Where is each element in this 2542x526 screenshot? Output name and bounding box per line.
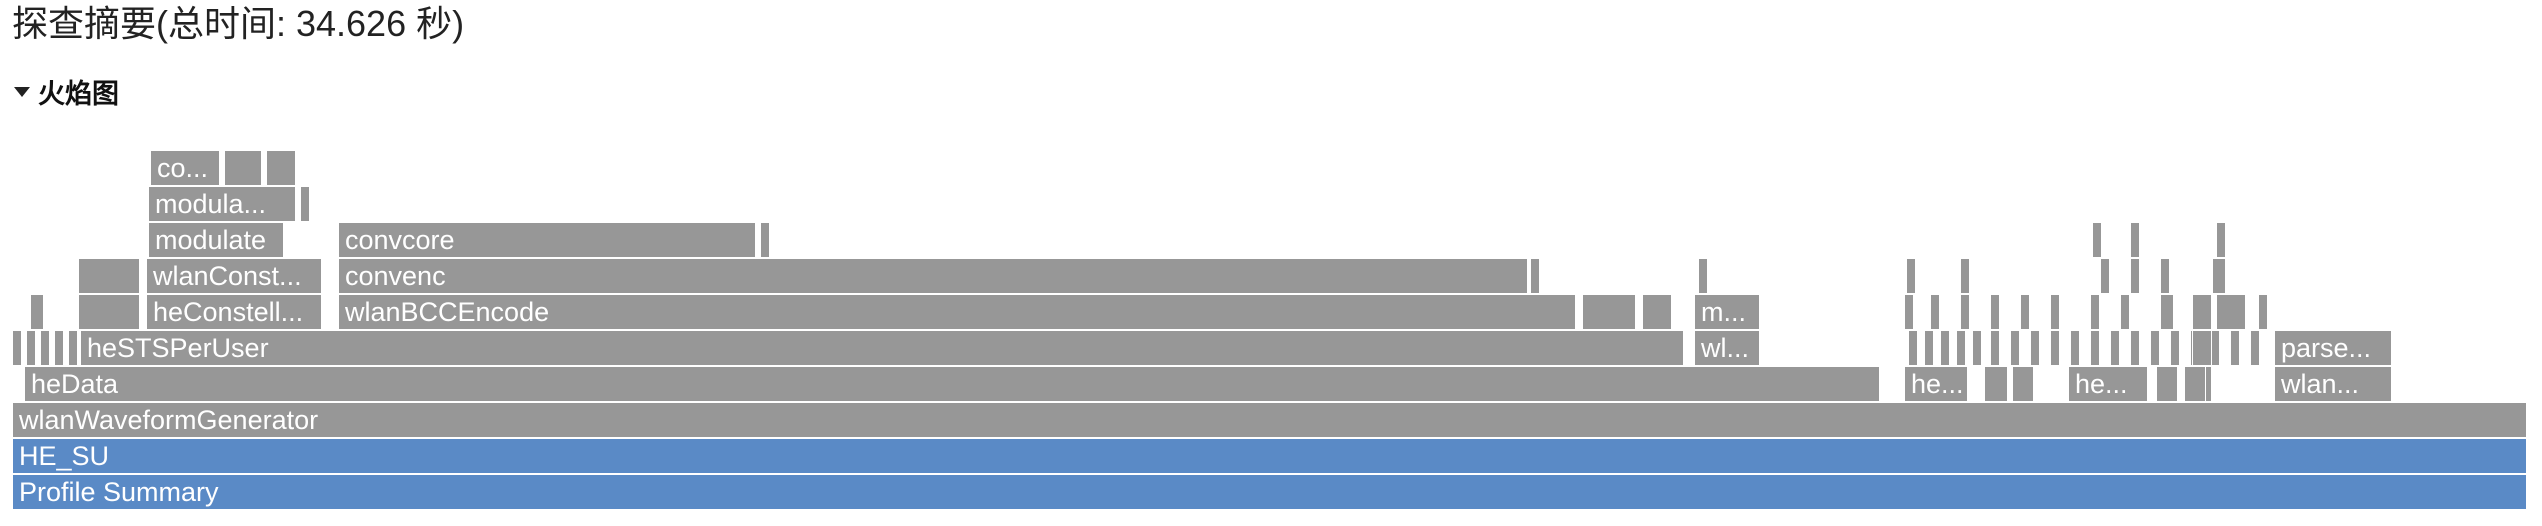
flame-frame-unlabeled[interactable] [2216,294,2246,330]
flame-frame-unlabeled[interactable] [2070,330,2080,366]
page-title: 探查摘要(总时间: 34.626 秒) [12,3,465,44]
flame-frame-unlabeled[interactable] [54,330,64,366]
flame-frame-unlabeled[interactable] [2150,330,2160,366]
flame-frame-unlabeled[interactable] [78,294,140,330]
flame-frame[interactable]: parse... [2274,330,2392,366]
flame-frame-unlabeled[interactable] [1990,330,2000,366]
flame-frame-unlabeled[interactable] [300,186,310,222]
flame-frame-unlabeled[interactable] [1904,294,1914,330]
flame-frame-unlabeled[interactable] [2050,330,2060,366]
flame-frame-unlabeled[interactable] [1940,330,1950,366]
flame-frame-unlabeled[interactable] [30,294,44,330]
flame-frame[interactable]: wl... [1694,330,1760,366]
flame-frame-unlabeled[interactable] [2092,222,2102,258]
flame-frame-unlabeled[interactable] [1972,330,1982,366]
flame-frame-unlabeled[interactable] [40,330,50,366]
flame-frame[interactable]: heData [24,366,1880,402]
flame-frame[interactable]: co... [150,150,220,186]
flame-frame-unlabeled[interactable] [2090,294,2100,330]
flame-frame-unlabeled[interactable] [760,222,770,258]
flame-frame-unlabeled[interactable] [1698,258,1708,294]
flame-frame[interactable]: wlanWaveformGenerator [12,402,2527,438]
flame-frame[interactable]: modula... [148,186,296,222]
flame-frame-unlabeled[interactable] [1960,258,1970,294]
flame-frame-unlabeled[interactable] [2192,330,2212,366]
flame-frame-unlabeled[interactable] [2120,294,2130,330]
flame-frame-unlabeled[interactable] [1924,330,1934,366]
flame-frame-unlabeled[interactable] [2216,222,2226,258]
flame-frame-unlabeled[interactable] [2110,330,2120,366]
flame-frame-unlabeled[interactable] [1906,258,1916,294]
flame-frame-unlabeled[interactable] [2130,258,2140,294]
flame-frame-unlabeled[interactable] [2230,330,2240,366]
flame-frame-unlabeled[interactable] [26,330,36,366]
flame-frame-unlabeled[interactable] [2156,366,2178,402]
flame-frame-unlabeled[interactable] [224,150,262,186]
flame-frame-unlabeled[interactable] [2130,222,2140,258]
flame-frame-unlabeled[interactable] [2130,330,2140,366]
flame-frame[interactable]: heSTSPerUser [80,330,1684,366]
flame-frame[interactable]: convenc [338,258,1528,294]
flame-frame-unlabeled[interactable] [2250,330,2260,366]
flame-frame-unlabeled[interactable] [1990,294,2000,330]
flame-frame[interactable]: he... [1904,366,1968,402]
flame-frame-unlabeled[interactable] [2030,330,2040,366]
flame-frame[interactable]: convcore [338,222,756,258]
caret-down-icon [14,86,30,97]
flame-frame-unlabeled[interactable] [1582,294,1636,330]
flame-frame-unlabeled[interactable] [2010,330,2020,366]
flame-frame-unlabeled[interactable] [2184,366,2206,402]
flame-frame-unlabeled[interactable] [2090,330,2100,366]
flame-frame-unlabeled[interactable] [1956,330,1966,366]
flame-frame-unlabeled[interactable] [1984,366,2008,402]
flame-frame[interactable]: m... [1694,294,1760,330]
flame-frame[interactable]: HE_SU [12,438,2527,474]
flame-frame-unlabeled[interactable] [12,330,22,366]
flame-frame-unlabeled[interactable] [1930,294,1940,330]
flame-frame-unlabeled[interactable] [2192,294,2212,330]
flame-frame-unlabeled[interactable] [2100,258,2110,294]
flame-frame-unlabeled[interactable] [1530,258,1540,294]
flame-frame-unlabeled[interactable] [78,258,140,294]
flame-frame-unlabeled[interactable] [2020,294,2030,330]
flame-frame-unlabeled[interactable] [1908,330,1918,366]
flame-frame-unlabeled[interactable] [266,150,296,186]
flame-frame-unlabeled[interactable] [2050,294,2060,330]
flame-frame-unlabeled[interactable] [2212,258,2226,294]
flame-frame-unlabeled[interactable] [2160,258,2170,294]
flame-frame[interactable]: Profile Summary [12,474,2527,510]
flame-graph-section-title: 火焰图 [38,79,119,109]
flame-frame-unlabeled[interactable] [2170,330,2180,366]
flame-frame[interactable]: heConstell... [146,294,322,330]
flame-frame-unlabeled[interactable] [2258,294,2268,330]
flame-frame-unlabeled[interactable] [68,330,78,366]
flame-frame[interactable]: wlan... [2274,366,2392,402]
flame-frame[interactable]: modulate [148,222,284,258]
flame-frame[interactable]: he... [2068,366,2148,402]
flame-frame-unlabeled[interactable] [1642,294,1672,330]
flame-frame-unlabeled[interactable] [2012,366,2034,402]
flame-frame[interactable]: wlanConst... [146,258,322,294]
flame-frame[interactable]: wlanBCCEncode [338,294,1576,330]
flame-frame-unlabeled[interactable] [2160,294,2174,330]
flame-frame-unlabeled[interactable] [1960,294,1970,330]
flame-graph-section-toggle[interactable]: 火焰图 [14,72,119,111]
